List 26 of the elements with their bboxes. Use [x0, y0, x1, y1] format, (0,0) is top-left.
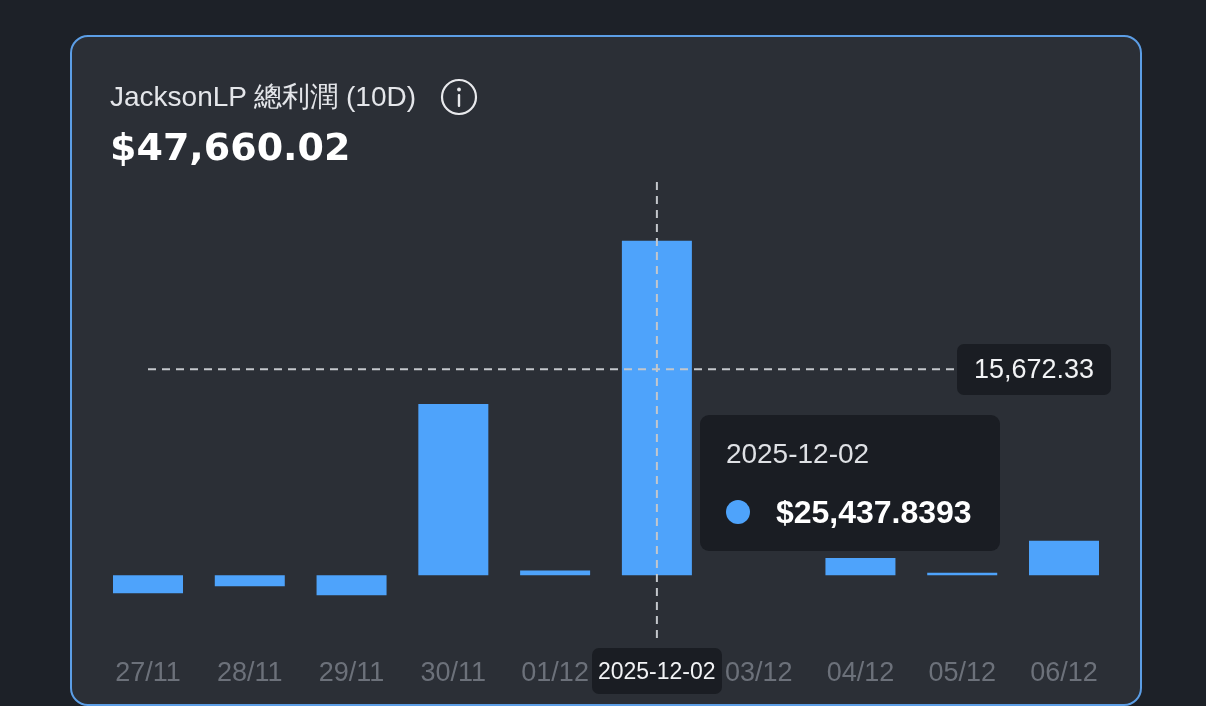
- annotation: 2025-12-02: [725, 437, 871, 471]
- ref-line-label: 2025-12-02: [597, 658, 716, 684]
- tooltip: 2025-12-02 $25,437.8393: [699, 415, 1000, 551]
- bar: [214, 575, 285, 587]
- chart-title: JacksonLP 總利潤 (10D): [110, 80, 417, 114]
- x-tick-label: 06/12: [1030, 656, 1098, 687]
- x-tick-label: 01/12: [521, 656, 589, 687]
- x-tick-label: 30/11: [420, 656, 487, 687]
- label-box: 2025-12-02: [591, 648, 722, 694]
- x-tick-label: 27/11: [115, 656, 181, 687]
- chart-subtitle: $47,660.02: [110, 124, 352, 170]
- x-tick-label: 04/12: [826, 656, 895, 687]
- x-tick-label: 29/11: [318, 656, 385, 687]
- x-tick-label: 03/12: [724, 656, 793, 687]
- bar: [1029, 540, 1099, 576]
- annotation: 15,672.33: [974, 353, 1095, 385]
- x-tick-label: 28/11: [217, 656, 283, 687]
- bar: [418, 403, 489, 576]
- bar: [113, 575, 183, 594]
- bar: [316, 575, 387, 596]
- x-tick-label: 05/12: [928, 656, 997, 687]
- bar: [621, 240, 692, 576]
- bar: [825, 558, 896, 576]
- annotation: $25,437.8393: [775, 493, 972, 531]
- label-box: 15,672.33: [957, 343, 1112, 395]
- bar: [520, 570, 591, 576]
